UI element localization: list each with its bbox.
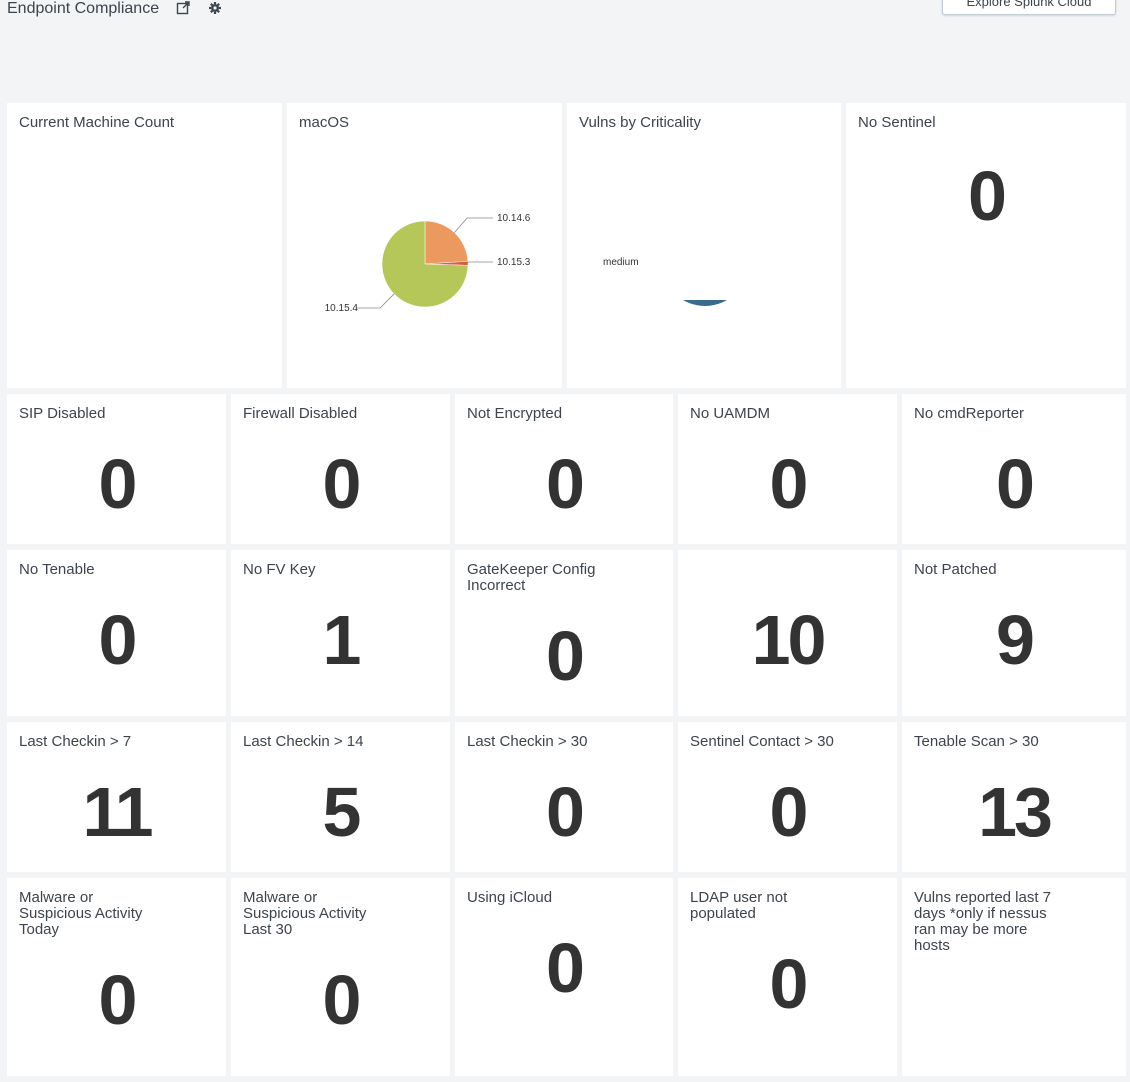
dashboard-header: Endpoint Compliance Explore Splunk Cloud [0,0,1130,100]
pie-slice-10.14.6[interactable] [424,220,469,265]
panel-no-fv-key: No FV Key 1 [231,550,450,716]
leader-line [356,293,395,309]
panel-not-patched: Not Patched 9 [902,550,1126,716]
panel-firewall-disabled: Firewall Disabled 0 [231,394,450,544]
panel-last-checkin-14: Last Checkin > 14 5 [231,722,450,872]
single-value: 0 [98,961,138,1039]
panel-title: No cmdReporter [914,405,1025,422]
panel-last-checkin-30: Last Checkin > 30 0 [455,722,673,872]
panel-title: Last Checkin > 30 [467,733,588,750]
single-value: 0 [769,445,809,523]
panel-title: Malware or Suspicious Activity Today [19,889,143,938]
single-value: 9 [996,601,1035,679]
panel-title: No FV Key [243,561,316,578]
panel-no-cmdreporter: No cmdReporter 0 [902,394,1126,544]
gear-icon[interactable] [208,1,222,15]
panel-last-checkin-7: Last Checkin > 7 11 [7,722,226,872]
pie-label: 10.15.4 [325,303,359,314]
single-value: 0 [968,157,1007,235]
panel-title: Using iCloud [467,889,553,906]
single-value: 11 [82,773,154,851]
single-value: 0 [322,961,362,1039]
single-value: 0 [546,929,585,1007]
panel-malware-today: Malware or Suspicious Activity Today 0 [7,878,226,1076]
panel-no-uamdm: No UAMDM 0 [678,394,897,544]
single-value: 0 [546,773,585,851]
explore-splunk-cloud-button[interactable]: Explore Splunk Cloud [942,0,1116,15]
pie-slice-10.15.4[interactable] [381,220,469,308]
panel-not-encrypted: Not Encrypted 0 [455,394,673,544]
panel-title: Sentinel Contact > 30 [690,733,834,750]
panel-title: Not Encrypted [467,405,563,422]
vulns-pie-chart: medium [603,220,748,306]
leader-line [466,261,493,264]
panel-sentinel-contact-30: Sentinel Contact > 30 0 [678,722,897,872]
panel-vulns-reported-last-7: Vulns reported last 7 days *only if ness… [902,878,1126,1076]
panel-title: No Sentinel [858,114,936,131]
panel-ldap-user-not-populated: LDAP user not populated 0 [678,878,897,1076]
panel-title: Current Machine Count [19,114,175,131]
single-value: 5 [322,773,362,851]
panel-title: Firewall Disabled [243,405,358,422]
single-value: 0 [322,445,362,523]
panel-vulns-by-criticality: Vulns by Criticality medium [567,103,841,388]
panel-title: SIP Disabled [19,405,106,422]
panel-no-tenable: No Tenable 0 [7,550,226,716]
panel-title: Vulns reported last 7 days *only if ness… [914,889,1052,954]
single-value: 13 [978,773,1053,851]
panel-using-icloud: Using iCloud 0 [455,878,673,1076]
single-value: 0 [769,945,809,1023]
single-value: 173 [7,265,282,273]
panel-current-machine-count: Current Machine Count 173 [7,103,282,388]
panel-title: GateKeeper Config Incorrect [467,561,596,594]
panel-title: Tenable Scan > 30 [914,733,1039,750]
pie-label: 10.14.6 [497,213,531,224]
panel-title: macOS [299,114,350,131]
panel-no-sentinel: No Sentinel 0 [846,103,1126,388]
single-value: 0 [769,773,809,851]
single-value: 0 [98,601,138,679]
leader-line [454,217,493,233]
single-value: 10 [751,601,827,679]
external-link-icon[interactable] [176,1,190,15]
panel-sip-disabled: SIP Disabled 0 [7,394,226,544]
panel-title: Last Checkin > 14 [243,733,364,750]
panel-tenable-scan-30: Tenable Scan > 30 13 [902,722,1126,872]
panel-title: Not Patched [914,561,997,578]
macos-pie-chart: 10.14.6 10.15.3 10.15.4 [325,213,531,314]
panel-title: No UAMDM [690,405,771,422]
single-value: 1 [322,601,362,679]
dashboard-title: Endpoint Compliance [7,0,160,17]
panel-malware-last-30: Malware or Suspicious Activity Last 30 0 [231,878,450,1076]
single-value: 0 [98,445,138,523]
panel-macos: macOS 10.14.6 10.15.3 10.15.4 [287,103,562,388]
single-value-clip: 173 [7,253,282,273]
panel-title: Last Checkin > 7 [19,733,132,750]
panel-title: Vulns by Criticality [579,114,701,131]
pie-slice-medium[interactable] [662,220,748,306]
single-value: 0 [546,617,585,695]
panel-gatekeeper-config-incorrect: GateKeeper Config Incorrect 0 [455,550,673,716]
pie-label: medium [603,257,639,268]
single-value: 0 [996,445,1035,523]
panel-title: No Tenable [19,561,95,578]
single-value: 0 [546,445,585,523]
panel-title: Malware or Suspicious Activity Last 30 [243,889,367,938]
panel-untitled: 10 [678,550,897,716]
pie-label: 10.15.3 [497,257,531,268]
panel-title: LDAP user not populated [690,889,788,922]
